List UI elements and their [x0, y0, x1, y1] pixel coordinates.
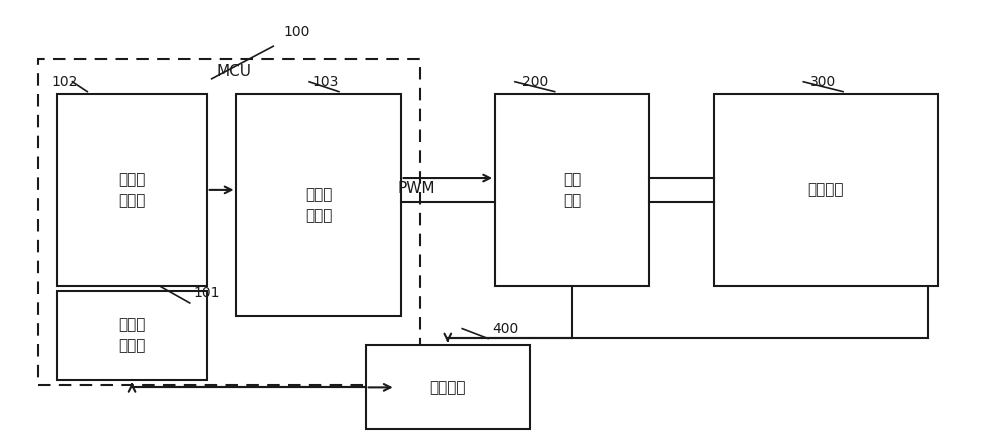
Text: 400: 400 [492, 322, 518, 335]
Text: MCU: MCU [217, 65, 252, 80]
Text: 功率匹
配模块: 功率匹 配模块 [118, 172, 146, 208]
Text: PWM: PWM [398, 181, 435, 196]
Bar [38, 59, 420, 385]
Bar [366, 345, 530, 429]
Text: 300: 300 [810, 75, 836, 89]
Bar [714, 94, 938, 286]
Text: 103: 103 [313, 75, 339, 89]
Text: 反馈检
测模块: 反馈检 测模块 [118, 317, 146, 354]
Text: 检测电路: 检测电路 [430, 380, 466, 395]
Bar [236, 94, 401, 316]
Text: 101: 101 [193, 286, 220, 300]
Text: 驱动
电路: 驱动 电路 [563, 172, 581, 208]
Bar [495, 94, 649, 286]
Text: 调频控
制模块: 调频控 制模块 [305, 187, 332, 223]
Text: 200: 200 [522, 75, 548, 89]
Bar [57, 291, 207, 380]
Text: 100: 100 [283, 25, 309, 39]
Text: 荧光灯管: 荧光灯管 [807, 183, 844, 198]
Text: 102: 102 [51, 75, 78, 89]
Bar [57, 94, 207, 286]
